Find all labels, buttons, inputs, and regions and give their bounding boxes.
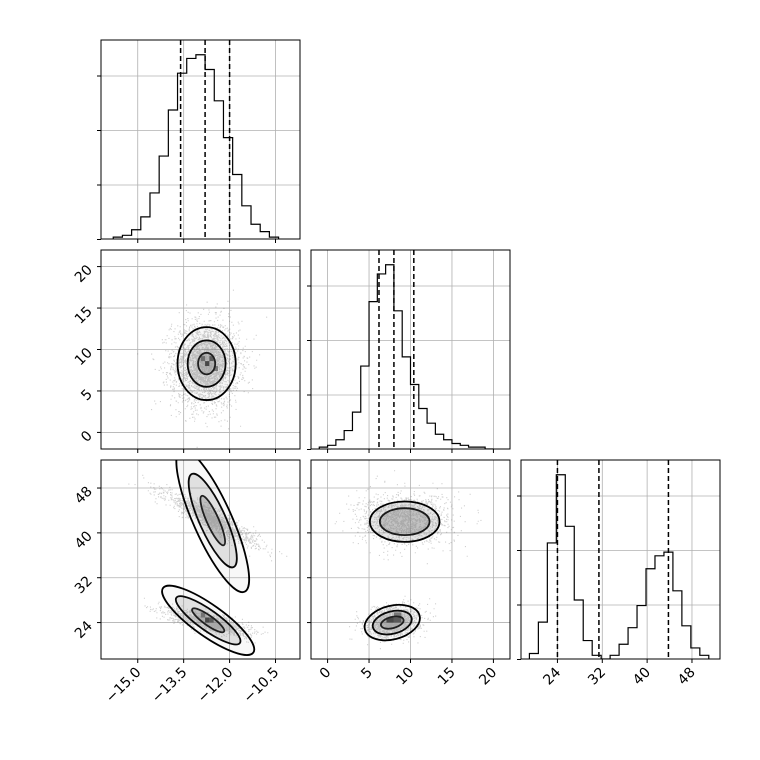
panel-2-2: 24 32 40 48 bbox=[517, 459, 721, 689]
contour-level bbox=[378, 507, 431, 537]
contour-level bbox=[371, 609, 413, 636]
panel-2-0-plot-area bbox=[101, 460, 300, 659]
histogram-step bbox=[528, 474, 710, 659]
panel-0-0-plot-area bbox=[101, 40, 300, 239]
x-tick-label: −10.5 bbox=[241, 665, 283, 707]
contour-level bbox=[186, 339, 227, 388]
contour-level bbox=[380, 615, 405, 630]
y-tick-label: 40 bbox=[72, 528, 96, 552]
x-tick-label: −15.0 bbox=[103, 665, 145, 707]
density-cell bbox=[386, 617, 394, 623]
density-cell bbox=[205, 361, 210, 367]
density-cell bbox=[200, 356, 206, 362]
x-tick-label: 10 bbox=[393, 665, 417, 689]
panel-frame bbox=[100, 39, 301, 240]
x-tick-label: 15 bbox=[435, 665, 459, 689]
contour-level bbox=[176, 326, 237, 401]
panel-frame bbox=[520, 459, 721, 660]
y-tick-label: 32 bbox=[72, 573, 96, 597]
density-cell bbox=[209, 617, 214, 623]
histogram-step bbox=[318, 264, 494, 449]
contour-level bbox=[175, 460, 251, 594]
x-tick-label: 32 bbox=[585, 665, 609, 689]
y-tick-label: 10 bbox=[72, 345, 96, 369]
y-tick-label: 15 bbox=[72, 304, 96, 328]
y-tick-label: 48 bbox=[72, 484, 96, 508]
density-cell bbox=[393, 612, 402, 618]
panel-1-1-plot-area bbox=[311, 250, 510, 449]
density-cell bbox=[209, 356, 214, 362]
y-tick-label: 5 bbox=[78, 386, 96, 404]
x-tick-label: 24 bbox=[540, 664, 564, 688]
x-tick-label: 0 bbox=[317, 665, 335, 683]
panel-2-0: −15.0 −13.5 −12.0 −10.5 24 32 40 48 bbox=[72, 459, 301, 707]
contour-level bbox=[161, 584, 256, 656]
contour-level bbox=[199, 494, 226, 547]
density-cell bbox=[205, 617, 210, 623]
panel-2-1: 0 5 10 15 20 bbox=[307, 459, 511, 689]
panel-1-0-plot-area bbox=[101, 250, 300, 449]
contour-level bbox=[187, 472, 238, 569]
y-tick-label: 20 bbox=[72, 262, 96, 286]
contour-level bbox=[174, 595, 242, 646]
x-tick-label: 20 bbox=[476, 665, 500, 689]
x-tick-label: −13.5 bbox=[149, 665, 191, 707]
panel-0-0 bbox=[97, 39, 301, 243]
y-tick-label: 24 bbox=[72, 618, 96, 642]
contour-level bbox=[197, 351, 217, 376]
contour-level bbox=[191, 607, 226, 634]
density-cell bbox=[393, 617, 402, 623]
density-cell bbox=[200, 612, 206, 618]
x-tick-label: 5 bbox=[358, 665, 376, 683]
histogram-step bbox=[112, 54, 280, 239]
panel-2-2-plot-area bbox=[521, 460, 720, 659]
panel-2-1-plot-area bbox=[311, 460, 510, 659]
x-tick-label: 48 bbox=[675, 665, 699, 689]
x-tick-label: 40 bbox=[630, 665, 654, 689]
panel-1-1 bbox=[307, 249, 511, 453]
x-tick-label: −12.0 bbox=[195, 665, 237, 707]
scatter-points bbox=[334, 470, 482, 565]
panel-frame bbox=[100, 459, 301, 660]
panel-1-0: 0 5 10 15 20 bbox=[72, 249, 301, 453]
contour-level bbox=[363, 603, 421, 642]
y-tick-label: 0 bbox=[78, 428, 96, 446]
density-cell bbox=[213, 366, 218, 372]
scatter-points bbox=[128, 474, 288, 562]
contour-level bbox=[368, 500, 441, 543]
